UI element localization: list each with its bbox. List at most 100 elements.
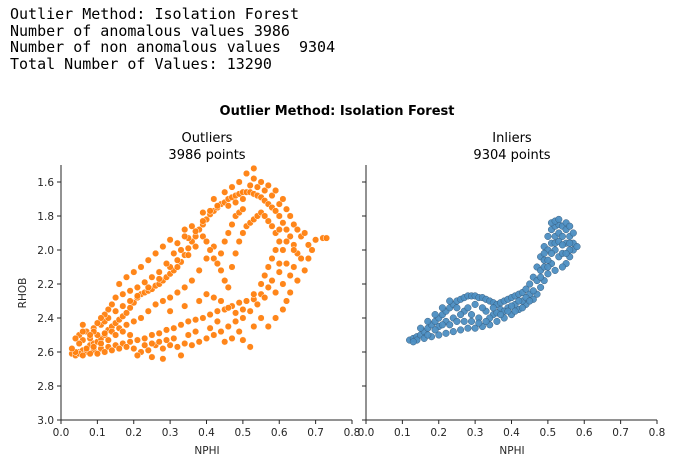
data-point — [446, 297, 454, 305]
data-point — [192, 328, 200, 336]
data-point — [155, 329, 163, 337]
data-point — [286, 232, 294, 240]
data-point — [112, 331, 120, 339]
data-point — [264, 283, 272, 291]
data-point — [159, 243, 167, 251]
data-point — [275, 268, 283, 276]
data-point — [148, 353, 156, 361]
data-point — [261, 212, 269, 220]
data-point — [431, 326, 439, 334]
data-point — [442, 329, 450, 337]
data-point — [133, 292, 141, 300]
data-point — [199, 209, 207, 217]
data-point — [166, 236, 174, 244]
points-inliers — [406, 215, 581, 346]
data-point — [268, 277, 276, 285]
data-point — [166, 307, 174, 315]
data-point — [192, 316, 200, 324]
data-point — [250, 290, 258, 298]
data-point — [126, 287, 134, 295]
data-point — [304, 241, 312, 249]
data-point — [199, 232, 207, 240]
data-point — [221, 338, 229, 346]
data-point — [152, 249, 160, 257]
data-point — [137, 263, 145, 271]
data-point — [435, 331, 443, 339]
data-point — [566, 222, 574, 230]
data-point — [464, 324, 472, 332]
data-point — [478, 304, 486, 312]
data-point — [177, 351, 185, 359]
data-point — [540, 249, 548, 257]
data-point — [268, 222, 276, 230]
data-point — [489, 304, 497, 312]
data-point — [144, 346, 152, 354]
data-point — [181, 226, 189, 234]
data-point — [497, 311, 505, 319]
x-tick-label: 0.2 — [125, 427, 142, 439]
subplot-subtitle: 9304 points — [473, 148, 550, 163]
data-point — [108, 300, 116, 308]
data-point — [224, 304, 232, 312]
data-point — [246, 181, 254, 189]
data-point — [101, 348, 109, 356]
console-line: Number of anomalous values 3986 — [10, 21, 290, 40]
data-point — [173, 343, 181, 351]
data-point — [195, 266, 203, 274]
data-point — [159, 297, 167, 305]
data-point — [155, 338, 163, 346]
data-point — [460, 317, 468, 325]
data-point — [188, 341, 196, 349]
data-point — [529, 287, 537, 295]
data-point — [282, 226, 291, 234]
data-point — [547, 249, 556, 257]
data-point — [213, 307, 221, 315]
data-point — [79, 328, 87, 336]
data-point — [119, 328, 127, 336]
data-point — [239, 195, 247, 203]
data-point — [250, 322, 258, 331]
data-point — [464, 304, 472, 312]
data-point — [141, 278, 149, 286]
data-point — [566, 239, 574, 247]
data-point — [290, 246, 298, 254]
data-point — [282, 205, 291, 213]
data-point — [526, 297, 534, 305]
data-point — [68, 345, 76, 353]
y-tick-label: 2.8 — [37, 381, 54, 393]
data-point — [119, 290, 127, 298]
data-point — [232, 317, 240, 325]
data-point — [213, 260, 221, 268]
ticks-outliers: 0.0 0.1 0.2 0.3 0.4 0.5 0.6 0.7 0.8 1.6 1.8 2.0 2.2 2… — [37, 177, 360, 439]
data-point — [155, 268, 163, 276]
data-point — [75, 339, 83, 348]
data-point — [275, 212, 283, 220]
data-point — [217, 266, 225, 274]
data-point — [184, 317, 192, 325]
data-point — [279, 246, 287, 254]
x-tick-label: 0.5 — [540, 427, 557, 439]
data-point — [569, 229, 577, 237]
data-point — [202, 334, 211, 342]
data-point — [264, 322, 272, 331]
data-point — [170, 334, 178, 342]
data-point — [526, 280, 534, 288]
data-point — [282, 237, 291, 246]
data-point — [246, 307, 254, 315]
data-point — [184, 251, 192, 259]
x-tick-label: 0.6 — [576, 427, 593, 439]
data-point — [272, 314, 280, 322]
data-point — [293, 226, 301, 234]
data-point — [137, 314, 145, 322]
data-point — [551, 266, 559, 274]
data-point — [79, 321, 87, 329]
data-point — [232, 198, 240, 206]
data-point — [272, 246, 280, 254]
data-point — [97, 314, 105, 322]
x-tick-label: 0.1 — [89, 427, 106, 439]
data-point — [217, 297, 225, 305]
x-tick-label: 0.4 — [503, 427, 520, 439]
data-point — [213, 202, 221, 210]
data-point — [170, 249, 178, 257]
data-point — [210, 331, 218, 339]
